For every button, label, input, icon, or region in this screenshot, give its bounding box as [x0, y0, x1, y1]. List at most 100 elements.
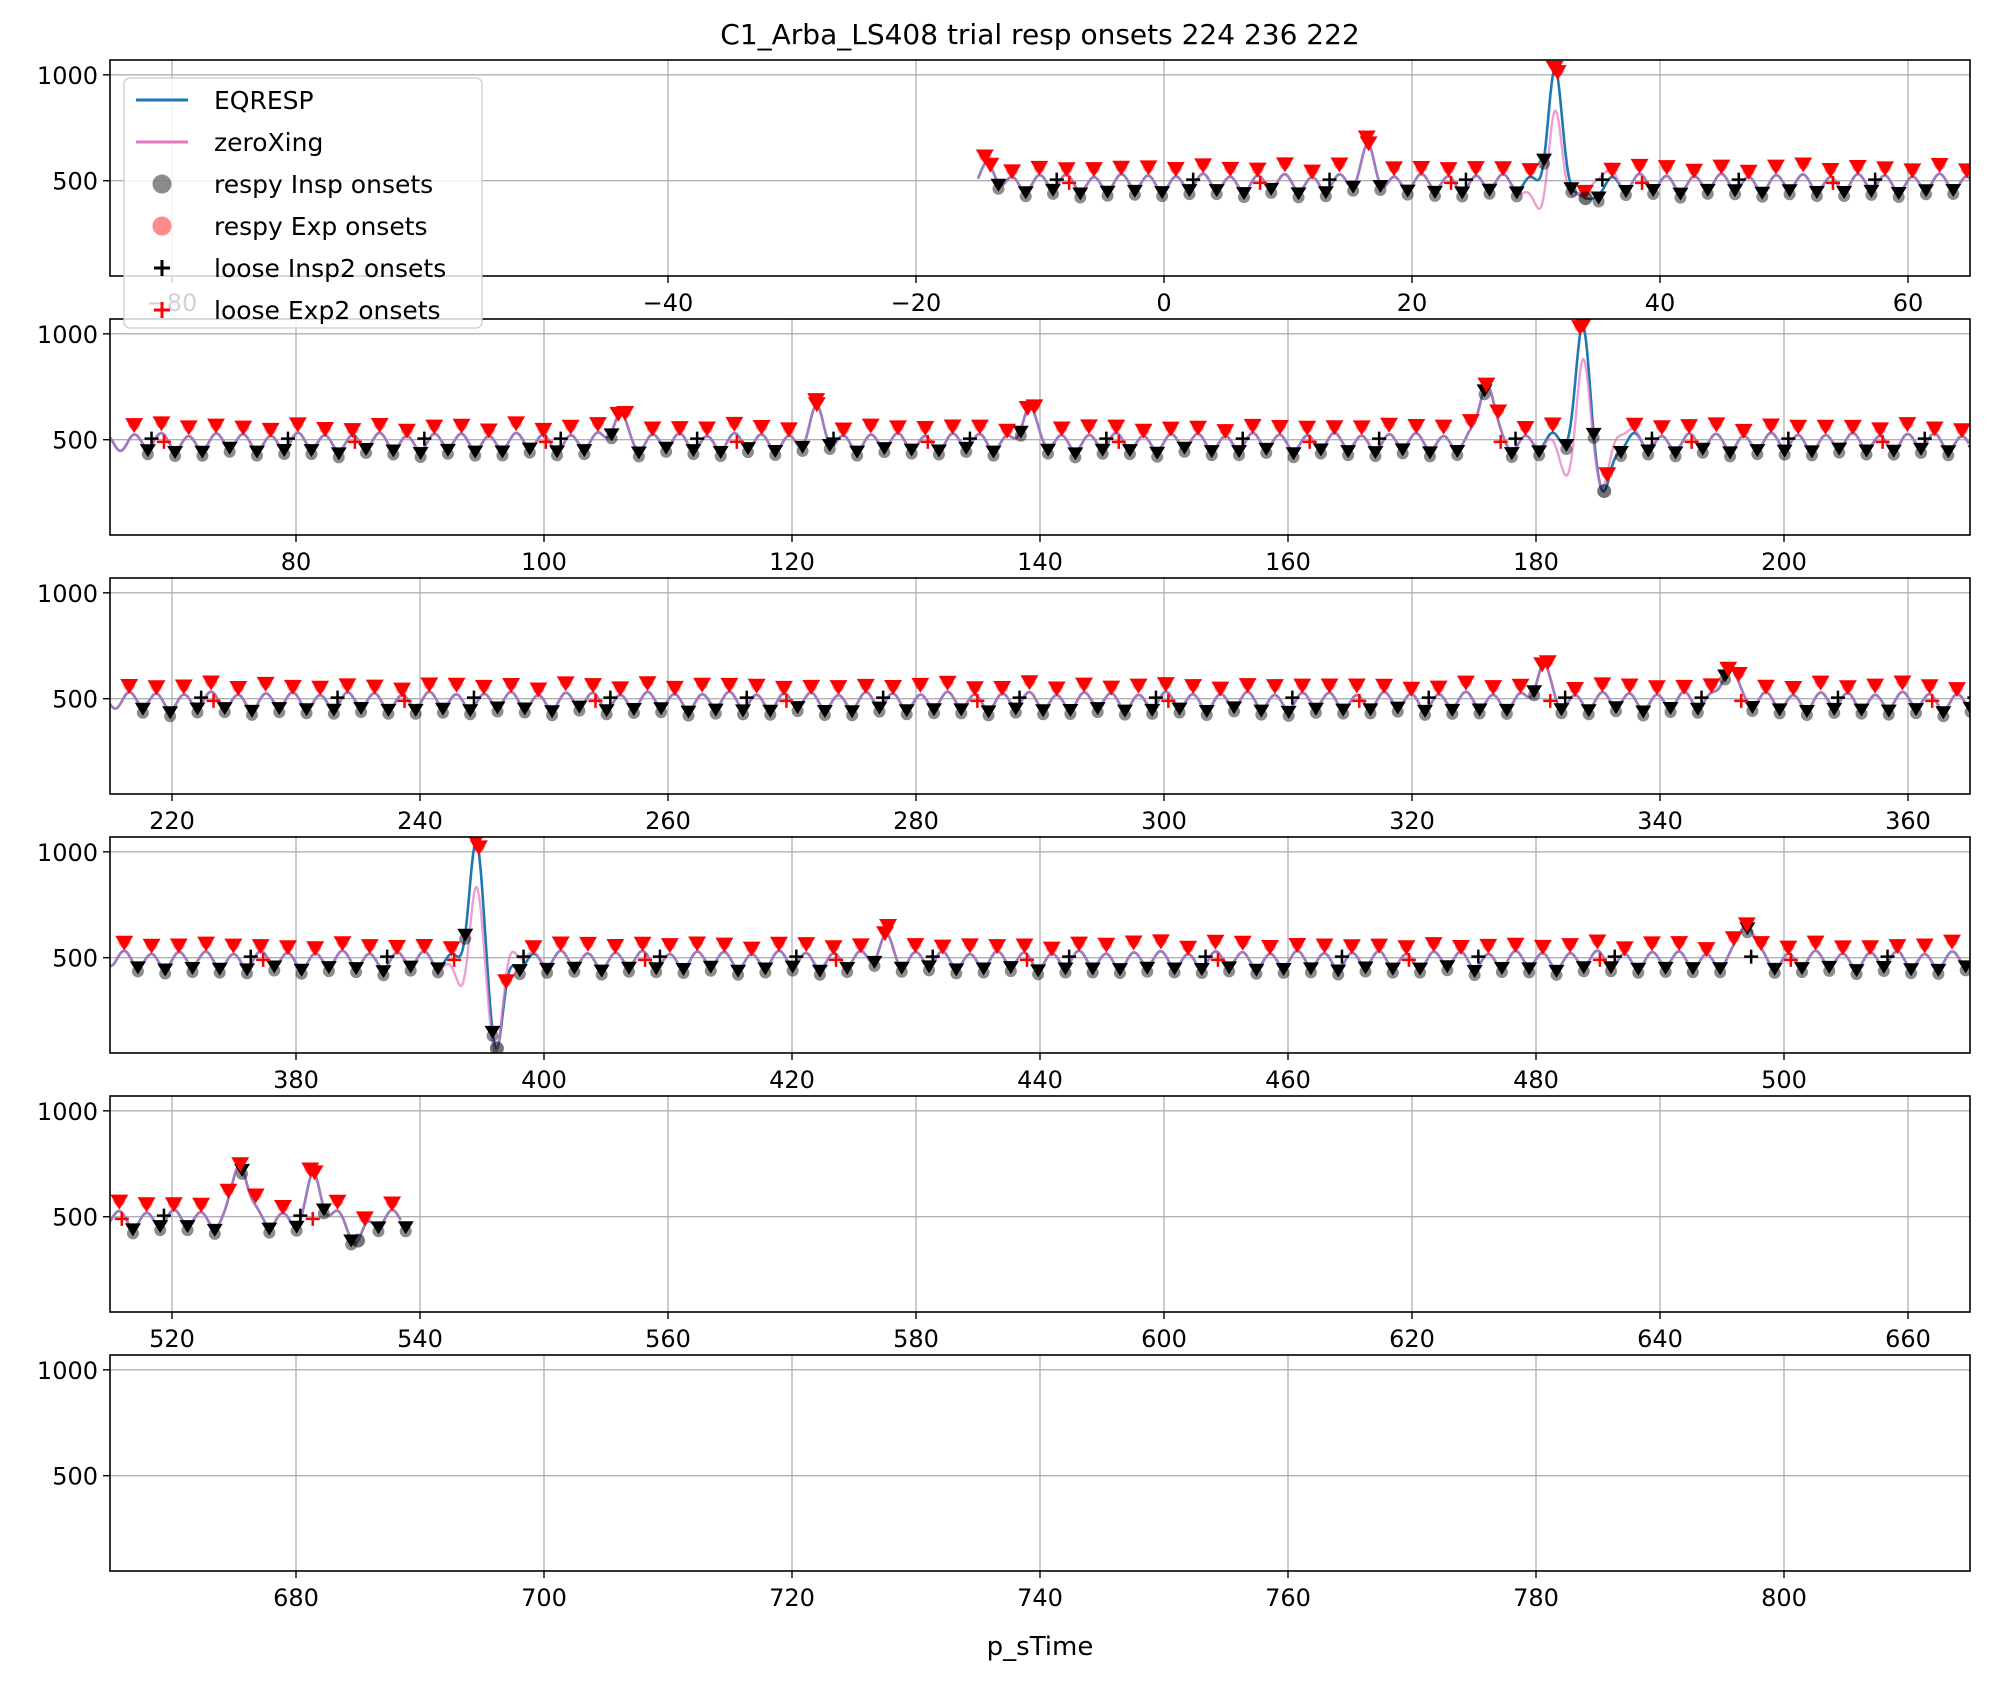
respy-exp-onset [663, 938, 676, 951]
respy-exp-onset [1782, 940, 1795, 953]
respy-insp-onset [1751, 448, 1764, 461]
respy-exp-onset [145, 938, 158, 951]
respy-insp-onset [1019, 190, 1032, 203]
respy-insp-onset [1032, 968, 1045, 981]
exp-triangle [933, 939, 952, 955]
y-tick-label: 1000 [37, 62, 98, 90]
respy-insp-onset [1478, 388, 1491, 401]
legend-swatch [154, 260, 170, 276]
respy-exp-onset [1209, 934, 1222, 947]
respy-insp-onset [1265, 186, 1278, 199]
exp-triangle [1816, 419, 1835, 435]
respy-insp-onset [1423, 450, 1436, 463]
respy-exp-onset [1623, 678, 1636, 691]
insp-triangle [1253, 704, 1270, 718]
respy-exp-onset [1464, 414, 1477, 427]
insp-triangle [1603, 961, 1620, 975]
exp-triangle [1707, 417, 1726, 433]
respy-insp-onset [1456, 190, 1469, 203]
y-tick-label: 1000 [37, 839, 98, 867]
exp-triangle [856, 678, 875, 694]
legend-label: respy Insp onsets [214, 170, 433, 199]
loose-exp2-onset [347, 434, 362, 449]
insp-triangle [1607, 701, 1624, 715]
exp-triangle [234, 420, 253, 436]
respy-insp-onset [300, 707, 313, 720]
respy-exp-onset [396, 682, 409, 695]
respy-insp-onset [900, 708, 913, 721]
loose-insp2-onset [156, 1208, 171, 1223]
insp-triangle [1493, 961, 1510, 975]
insp-triangle [1072, 187, 1089, 201]
insp-triangle [985, 445, 1002, 459]
exp-triangle [251, 939, 270, 955]
exp-triangle [938, 675, 957, 691]
exp-triangle [1015, 938, 1034, 954]
exp-triangle [1593, 677, 1612, 693]
x-tick-label: 0 [1156, 289, 1171, 317]
respy-exp-onset [1851, 159, 1864, 172]
loose-exp2-onset [206, 693, 221, 708]
respy-insp-onset [1304, 966, 1317, 979]
insp-triangle [1040, 443, 1057, 457]
insp-triangle [953, 703, 970, 717]
exp-triangle [1129, 678, 1148, 694]
insp-triangle [1290, 187, 1307, 201]
exp-triangle [1729, 666, 1748, 682]
respy-insp-onset [1555, 707, 1568, 720]
respy-insp-onset [295, 967, 308, 980]
x-tick-label: 240 [397, 807, 443, 835]
respy-exp-onset [582, 936, 595, 949]
insp-triangle [288, 1220, 305, 1234]
insp-triangle [925, 703, 942, 717]
insp-triangle [1781, 184, 1798, 198]
loose-insp2-onset [789, 949, 804, 964]
insp-triangle [1248, 963, 1265, 977]
respy-exp-onset [1055, 421, 1068, 434]
respy-insp-onset [136, 706, 149, 719]
exp-triangle [142, 938, 161, 954]
exp-triangle [1757, 679, 1776, 695]
x-tick-label: 680 [273, 1584, 319, 1612]
respy-insp-onset [1250, 967, 1263, 980]
respy-exp-onset [205, 675, 218, 688]
exp-triangle [1930, 157, 1949, 173]
respy-insp-onset [1441, 964, 1454, 977]
respy-exp-onset [755, 419, 768, 432]
exp-triangle [1866, 678, 1885, 694]
insp-triangle [1357, 961, 1374, 975]
respy-exp-onset [728, 416, 741, 429]
insp-triangle [735, 704, 752, 718]
exp-triangle [665, 680, 684, 696]
insp-triangle [1836, 186, 1853, 200]
respy-exp-onset [167, 1197, 180, 1210]
respy-exp-onset [200, 936, 213, 949]
exp-triangle [152, 416, 171, 432]
respy-exp-onset [423, 677, 436, 690]
exp-triangle [802, 679, 821, 695]
respy-exp-onset [123, 679, 136, 692]
respy-insp-onset [1374, 184, 1387, 197]
respy-exp-onset [991, 939, 1004, 952]
respy-insp-onset [1959, 964, 1970, 977]
legend-label: zeroXing [214, 128, 323, 157]
insp-triangle [1317, 186, 1334, 200]
x-tick-label: 180 [1513, 548, 1559, 576]
loose-exp2-onset [1062, 175, 1077, 190]
loose-insp2-onset [293, 1208, 308, 1223]
exp-triangle [1734, 423, 1753, 439]
respy-exp-onset [1224, 161, 1237, 174]
legend-label: loose Exp2 onsets [214, 296, 441, 325]
x-tick-label: 360 [1885, 807, 1931, 835]
respy-insp-onset [600, 708, 613, 721]
exp-triangle [884, 680, 903, 696]
respy-insp-onset [154, 1224, 167, 1237]
respy-insp-onset [1151, 450, 1164, 463]
respy-insp-onset [1877, 965, 1890, 978]
insp-triangle [1712, 962, 1729, 976]
respy-exp-onset [291, 417, 304, 430]
respy-exp-onset [1836, 940, 1849, 953]
respy-insp-onset [1255, 708, 1268, 721]
respy-exp-onset [281, 940, 294, 953]
loose-exp2-onset [1111, 434, 1126, 449]
